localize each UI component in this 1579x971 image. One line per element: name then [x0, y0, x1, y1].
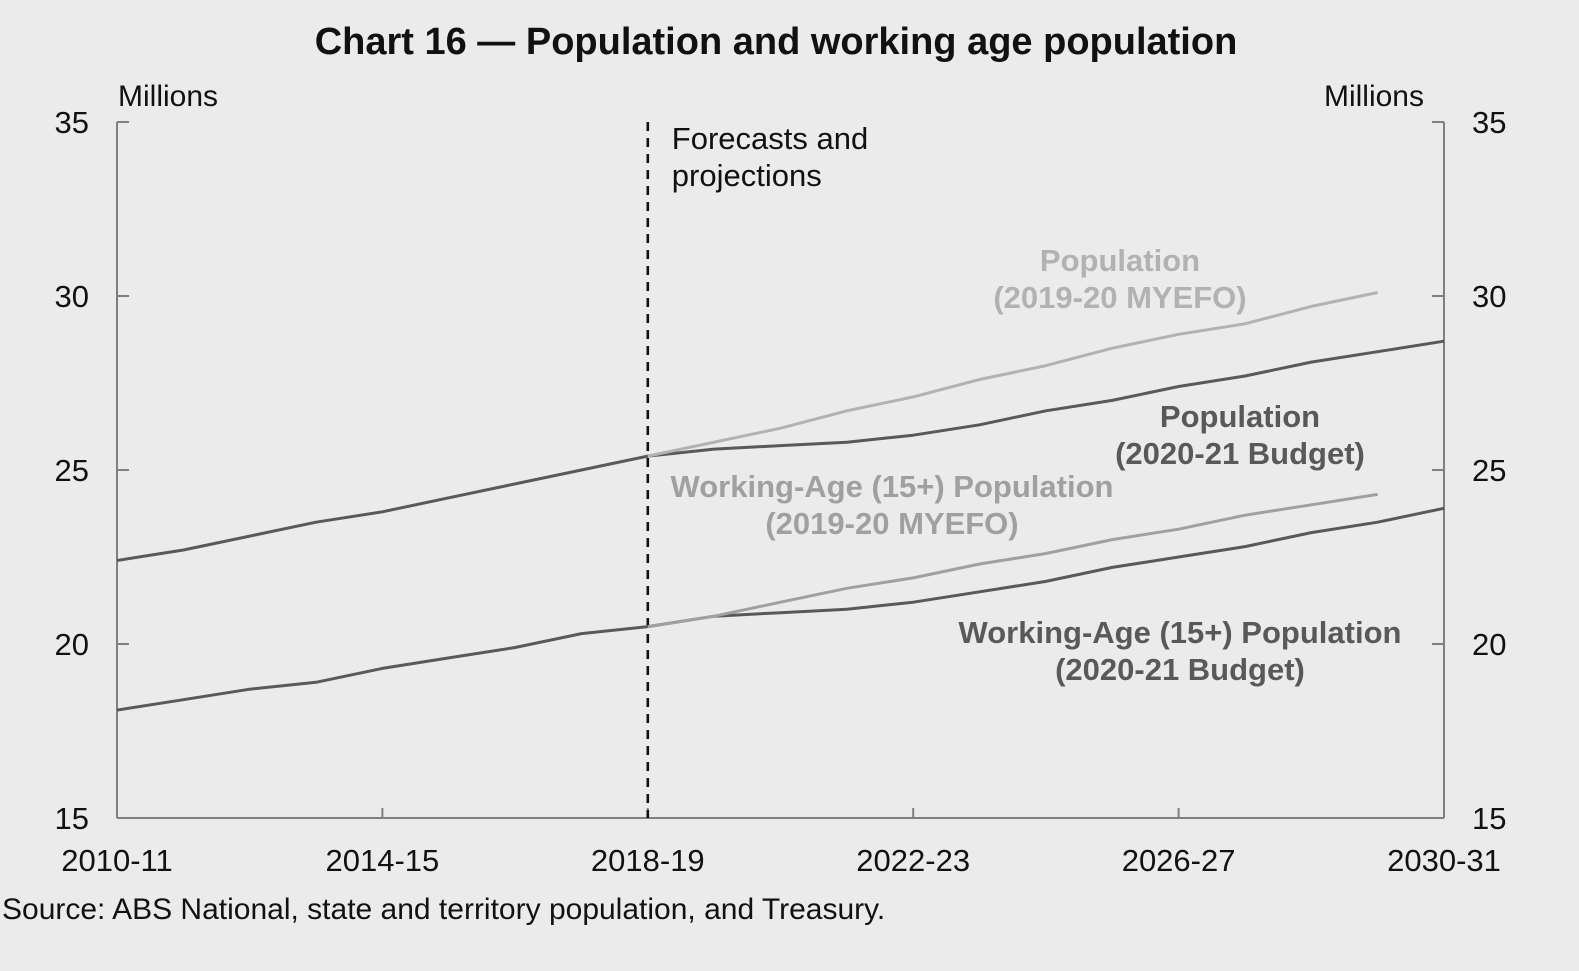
series-label-3: (2020-21 Budget) — [1055, 652, 1305, 687]
x-tick-label: 2030-31 — [1387, 843, 1501, 878]
left-y-tick-label: 15 — [55, 801, 89, 836]
series-label-2: (2019-20 MYEFO) — [993, 280, 1246, 315]
x-tick-label: 2014-15 — [326, 843, 440, 878]
series-line-3 — [116, 506, 1445, 712]
left-y-tick-label: 20 — [55, 627, 89, 662]
right-y-tick-label: 25 — [1472, 453, 1506, 488]
series-label-2: Population — [1040, 243, 1200, 278]
series-lines-group — [116, 291, 1445, 712]
series-label-1: Population — [1160, 399, 1320, 434]
axes-group: 35 35 30 30 25 25 20 20 15 15 2010-11 2014-15 2018-1… — [55, 105, 1507, 878]
left-y-tick-label: 35 — [55, 105, 89, 140]
series-line-1 — [116, 339, 1445, 562]
forecast-label-line: projections — [672, 158, 822, 193]
left-y-tick-label: 25 — [55, 453, 89, 488]
series-line-4 — [647, 492, 1378, 629]
series-labels-group: Population(2020-21 Budget)Population(201… — [671, 243, 1402, 687]
series-label-4: Working-Age (15+) Population — [671, 469, 1114, 504]
right-y-tick-label: 15 — [1472, 801, 1506, 836]
forecast-label-line: Forecasts and — [672, 121, 868, 156]
source-note: Source: ABS National, state and territor… — [2, 893, 885, 926]
chart-title: Chart 16 — Population and working age po… — [315, 21, 1238, 63]
right-y-tick-label: 20 — [1472, 627, 1506, 662]
series-label-4: (2019-20 MYEFO) — [765, 506, 1018, 541]
x-tick-label: 2022-23 — [856, 843, 970, 878]
x-tick-label: 2026-27 — [1122, 843, 1236, 878]
right-y-tick-label: 30 — [1472, 279, 1506, 314]
x-tick-label: 2010-11 — [61, 843, 172, 878]
left-axis-unit: Millions — [118, 80, 218, 113]
x-tick-label: 2018-19 — [591, 843, 705, 878]
right-axis-unit: Millions — [1324, 80, 1424, 113]
series-label-3: Working-Age (15+) Population — [959, 615, 1402, 650]
series-line-2 — [647, 291, 1378, 458]
left-y-tick-label: 30 — [55, 279, 89, 314]
series-label-1: (2020-21 Budget) — [1115, 436, 1365, 471]
right-y-tick-label: 35 — [1472, 105, 1506, 140]
